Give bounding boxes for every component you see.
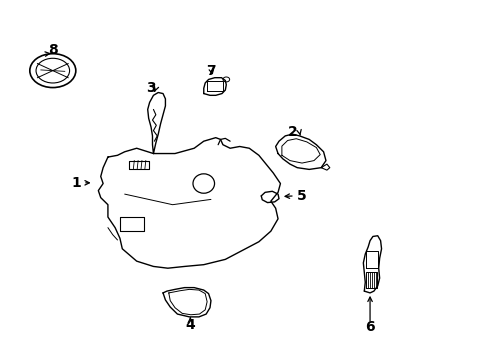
Text: 8: 8 (48, 43, 58, 57)
Text: 6: 6 (365, 320, 374, 334)
Text: 4: 4 (185, 318, 195, 332)
Text: 3: 3 (146, 81, 156, 95)
Text: 1: 1 (71, 176, 81, 190)
Text: 5: 5 (297, 189, 306, 203)
Text: 2: 2 (287, 125, 297, 139)
Text: 7: 7 (206, 64, 215, 78)
